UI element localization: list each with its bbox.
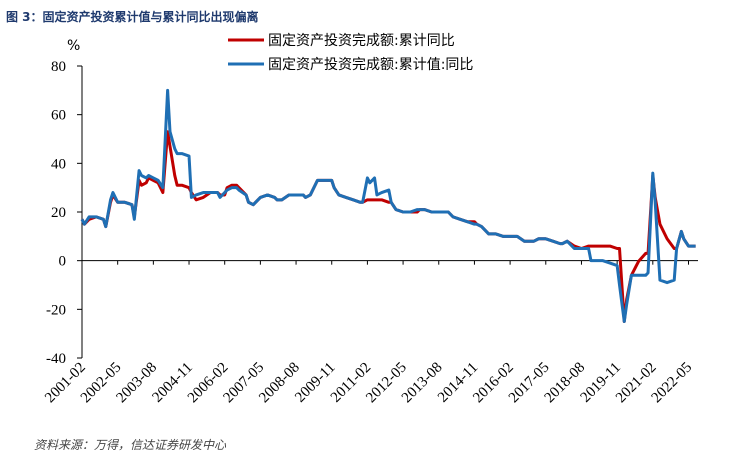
y-axis-ticks: -40 -20 0 20 40 60 80: [46, 59, 82, 367]
axes: [81, 66, 698, 358]
x-tick-label: 2022-05: [649, 360, 696, 407]
source-footnote: 资料来源：万得，信达证券研发中心: [34, 438, 227, 452]
y-axis-unit: %: [67, 38, 80, 54]
y-tick-label: 0: [59, 254, 67, 270]
series-lines: [80, 88, 696, 323]
y-axis-unit-label: %: [67, 38, 80, 54]
legend-label-1: 固定资产投资完成额:累计同比: [268, 33, 455, 49]
y-tick-label: 40: [51, 156, 66, 172]
figure-title: 图 3：固定资产投资累计值与累计同比出现偏离: [6, 10, 259, 24]
series-line-2: [80, 88, 696, 323]
y-tick-label: -40: [46, 351, 66, 367]
y-tick-label: -20: [46, 302, 66, 318]
x-axis-ticks: 2001-022002-052003-082004-112006-022007-…: [42, 260, 696, 407]
legend-label-2: 固定资产投资完成额:累计值:同比: [268, 57, 473, 73]
y-tick-label: 60: [51, 108, 66, 124]
series-line-1: [80, 130, 696, 323]
y-tick-label: 80: [51, 59, 66, 75]
y-tick-label: 20: [51, 205, 66, 221]
